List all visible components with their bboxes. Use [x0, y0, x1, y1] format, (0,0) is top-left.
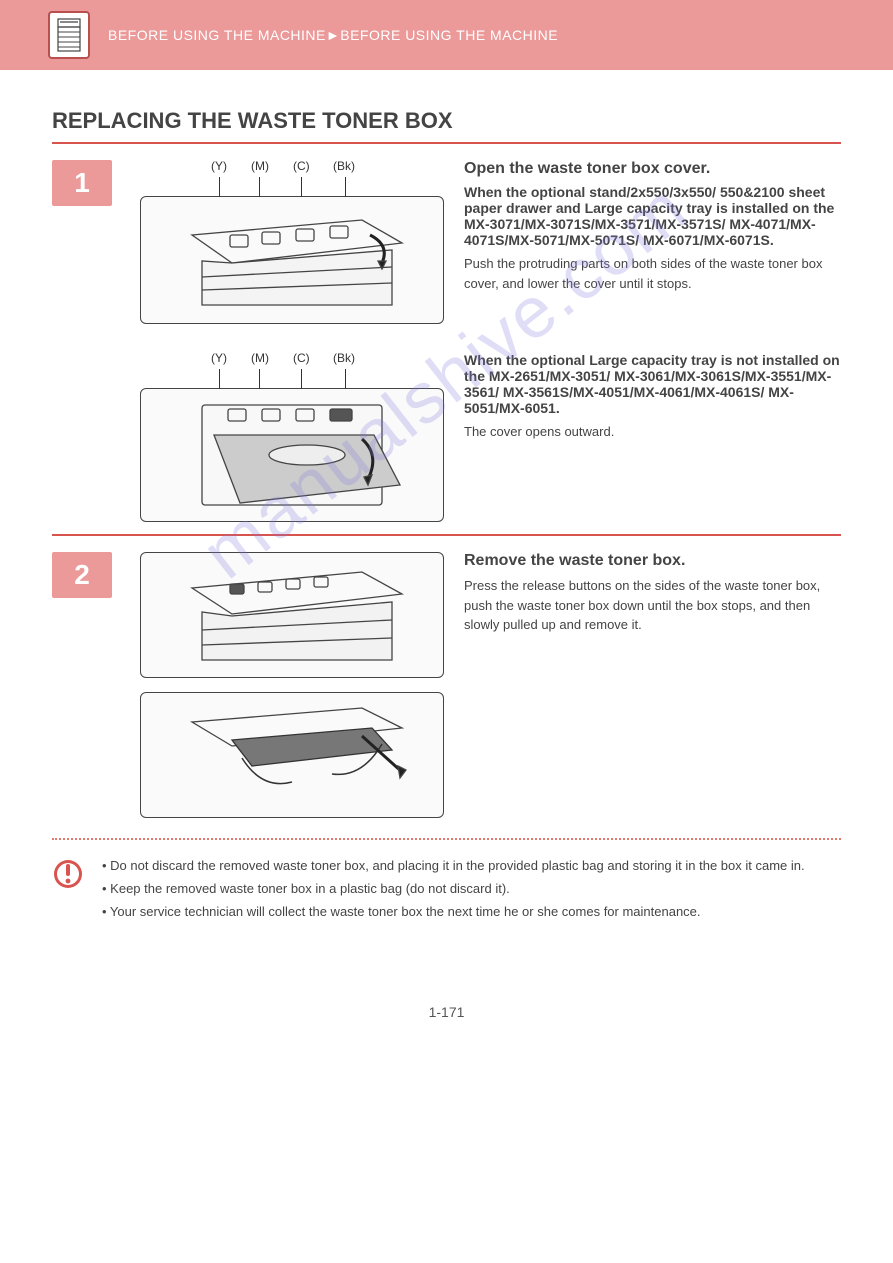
tick-line — [301, 177, 302, 197]
divider — [52, 534, 841, 536]
warning-item: • Do not discard the removed waste toner… — [102, 856, 805, 877]
warning-block: • Do not discard the removed waste toner… — [52, 856, 841, 924]
breadcrumb: BEFORE USING THE MACHINE►BEFORE USING TH… — [108, 27, 558, 43]
step-1: 1 (Y) (M) (C) (Bk) — [52, 160, 841, 522]
tick-line — [301, 369, 302, 389]
label-y: (Y) — [211, 159, 227, 173]
tick-line — [345, 177, 346, 197]
section-title: REPLACING THE WASTE TONER BOX — [52, 108, 841, 134]
page-number: 1-171 — [52, 1004, 841, 1020]
subtext-1a: Push the protruding parts on both sides … — [464, 254, 841, 293]
tick-line — [259, 369, 260, 389]
warning-item: • Keep the removed waste toner box in a … — [102, 879, 805, 900]
label-m: (M) — [251, 159, 269, 173]
step-number: 2 — [52, 552, 112, 598]
warning-item: • Your service technician will collect t… — [102, 902, 805, 923]
divider — [52, 142, 841, 144]
tick-line — [219, 177, 220, 197]
step-body: Remove the waste toner box. Press the re… — [140, 552, 841, 818]
content-area: REPLACING THE WASTE TONER BOX 1 (Y) (M) … — [0, 70, 893, 1060]
subsection-1b: When the optional Large capacity tray is… — [464, 352, 841, 416]
diagram-1b: (Y) (M) (C) (Bk) — [140, 388, 444, 522]
diagram-2a — [140, 552, 444, 678]
subtext-1b: The cover opens outward. — [464, 422, 841, 442]
warning-list: • Do not discard the removed waste toner… — [102, 856, 805, 924]
dotted-divider — [52, 838, 841, 840]
step-text: Press the release buttons on the sides o… — [464, 576, 841, 635]
step-1-text-b: When the optional Large capacity tray is… — [464, 352, 841, 448]
step-1-text-a: Open the waste toner box cover. When the… — [464, 160, 841, 299]
tick-line — [345, 369, 346, 389]
warning-icon — [52, 858, 84, 890]
label-m: (M) — [251, 351, 269, 365]
step-2-text: Remove the waste toner box. Press the re… — [464, 552, 841, 635]
tick-line — [219, 369, 220, 389]
label-y: (Y) — [211, 351, 227, 365]
step-heading: Open the waste toner box cover. — [464, 160, 841, 178]
step-body: (Y) (M) (C) (Bk) — [140, 160, 841, 522]
label-bk: (Bk) — [333, 159, 355, 173]
printer-icon — [48, 11, 90, 59]
subsection-1a: When the optional stand/2x550/3x550/ 550… — [464, 184, 841, 248]
diagram-2b — [140, 692, 444, 818]
step-number: 1 — [52, 160, 112, 206]
label-c: (C) — [293, 351, 310, 365]
label-c: (C) — [293, 159, 310, 173]
diagram-1a: (Y) (M) (C) (Bk) — [140, 196, 444, 324]
step-heading: Remove the waste toner box. — [464, 552, 841, 570]
header-bar: BEFORE USING THE MACHINE►BEFORE USING TH… — [0, 0, 893, 70]
step-2: 2 — [52, 552, 841, 818]
label-bk: (Bk) — [333, 351, 355, 365]
tick-line — [259, 177, 260, 197]
